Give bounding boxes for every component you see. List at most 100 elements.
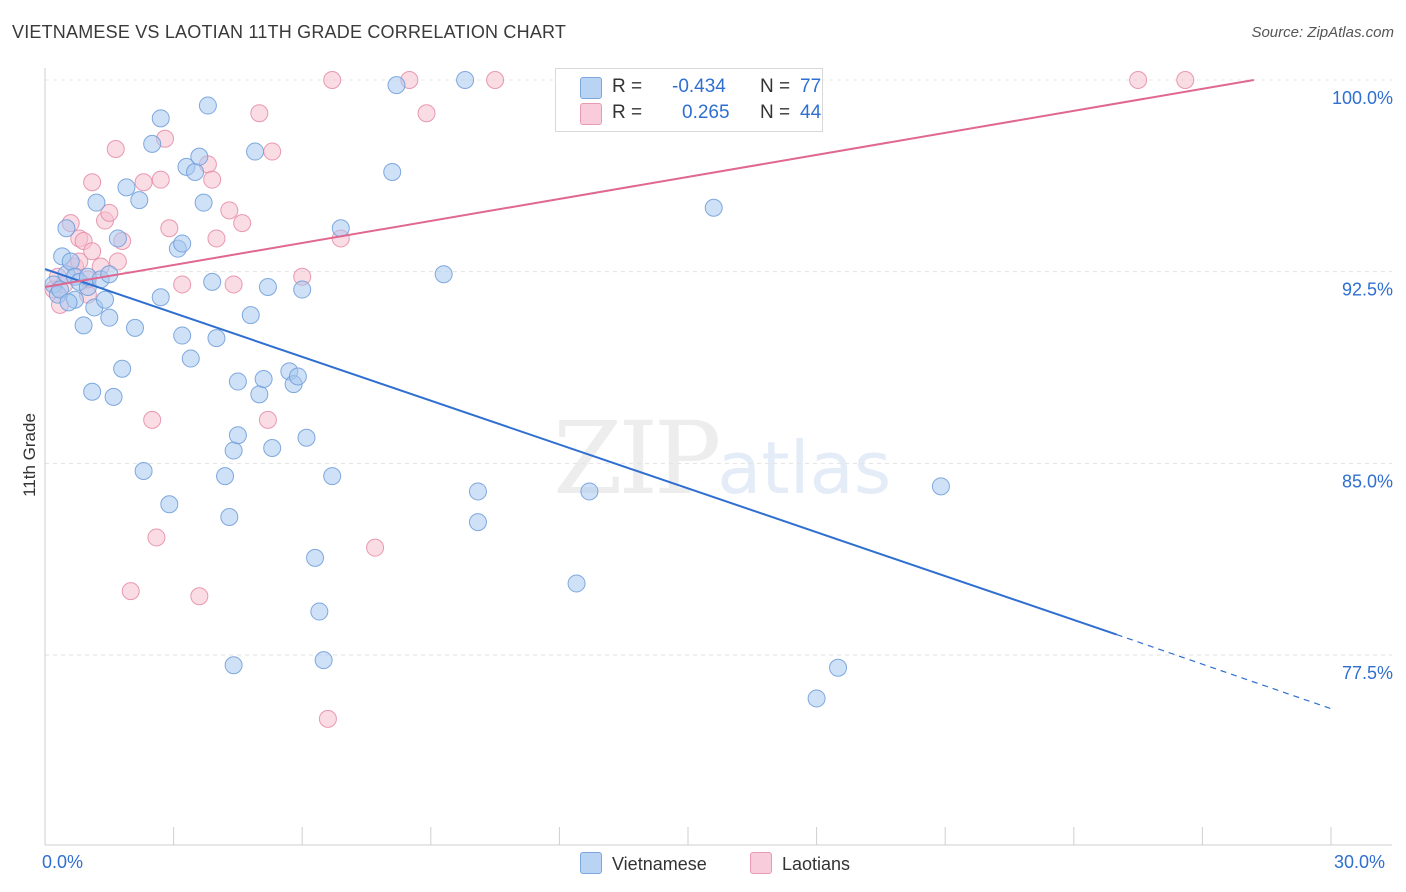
r-label: R = <box>612 76 643 97</box>
laotian-point <box>323 71 342 89</box>
laotian-point <box>121 582 140 601</box>
legend-label-laotians: Laotians <box>782 854 851 874</box>
laotian-point <box>190 587 209 606</box>
vietnamese-point <box>468 513 487 532</box>
vietnamese-point <box>387 76 406 95</box>
legend-item-vietnamese: Vietnamese <box>580 852 707 875</box>
vietnamese-point <box>61 252 80 271</box>
vietnamese-point <box>186 163 205 181</box>
vietnamese-point <box>194 193 213 212</box>
laotian-point <box>106 140 125 158</box>
vietnamese-point <box>323 467 342 486</box>
vietnamese-point <box>288 367 307 386</box>
vietnamese-point <box>331 219 350 238</box>
laotian-point <box>220 201 239 220</box>
vietnamese-point <box>254 370 273 388</box>
vietnamese-point <box>258 278 277 296</box>
n-label: N = <box>760 76 791 97</box>
vietnamese-point <box>160 495 179 514</box>
vietnamese-point <box>117 178 136 197</box>
n-value: 77 <box>800 76 822 97</box>
laotian-swatch <box>750 852 772 874</box>
n-label: N = <box>760 102 791 123</box>
watermark: ZIPatlas <box>553 400 891 517</box>
vietnamese-point <box>228 426 247 445</box>
laotian-point <box>207 229 226 248</box>
laotian-point <box>134 173 153 192</box>
laotian-point <box>258 410 277 429</box>
y-tick-label: 85.0% <box>1342 471 1393 491</box>
vietnamese-point <box>59 293 78 312</box>
vietnamese-trend-extension <box>1116 633 1332 710</box>
laotian-point <box>417 104 436 123</box>
x-tick-min: 0.0% <box>42 852 84 872</box>
laotian-trend-line <box>44 79 1255 288</box>
laotian-point <box>1176 71 1195 89</box>
vietnamese-point <box>108 229 127 248</box>
grid-lines <box>45 79 1392 656</box>
vietnamese-point <box>134 462 153 480</box>
laotian-point <box>1129 71 1148 89</box>
vietnamese-point <box>250 385 269 404</box>
chart-title: VIETNAMESE VS LAOTIAN 11TH GRADE CORRELA… <box>12 22 567 42</box>
vietnamese-point <box>216 467 235 486</box>
correlation-legend: R = -0.434 N = 77 R = 0.265 N = 44 <box>555 68 823 132</box>
vietnamese-point <box>314 651 333 670</box>
vietnamese-point <box>57 219 76 238</box>
laotian-point <box>100 203 119 222</box>
vietnamese-point <box>310 602 329 621</box>
vietnamese-point <box>263 439 282 457</box>
laotian-point <box>160 219 179 238</box>
legend-label-vietnamese: Vietnamese <box>612 854 707 874</box>
r-label: R = <box>612 102 643 123</box>
vietnamese-point <box>306 548 325 567</box>
y-tick-label: 92.5% <box>1342 280 1393 300</box>
laotian-point <box>263 142 282 161</box>
vietnamese-swatch <box>580 852 602 874</box>
axes <box>44 68 1392 846</box>
laotian-point <box>203 170 222 189</box>
watermark-atlas: atlas <box>717 426 892 510</box>
vietnamese-point <box>228 372 247 391</box>
trend-lines <box>44 79 1332 710</box>
vietnamese-point <box>173 326 192 345</box>
y-axis-label: 11th Grade <box>20 413 39 497</box>
watermark-zip: ZIP <box>553 400 721 517</box>
vietnamese-point <box>220 508 239 526</box>
vietnamese-point <box>74 316 93 335</box>
vietnamese-point <box>931 477 950 496</box>
vietnamese-point <box>151 288 170 307</box>
n-value: 44 <box>800 102 822 123</box>
vietnamese-point <box>224 656 243 675</box>
r-value: -0.434 <box>672 76 726 97</box>
vietnamese-point <box>96 290 115 309</box>
vietnamese-point <box>246 142 265 161</box>
laotian-point <box>151 170 170 189</box>
vietnamese-point <box>104 387 123 406</box>
vietnamese-point <box>130 191 149 210</box>
source-credit: Source: ZipAtlas.com <box>1251 24 1394 41</box>
vietnamese-point <box>207 329 226 348</box>
vietnamese-point <box>113 359 132 378</box>
laotian-point <box>224 275 243 294</box>
vietnamese-point <box>297 428 316 447</box>
vietnamese-point <box>198 96 217 115</box>
vietnamese-trend-line <box>44 268 1117 636</box>
x-tick-max: 30.0% <box>1334 852 1386 872</box>
vietnamese-point <box>434 265 453 284</box>
laotian-point <box>83 173 102 192</box>
vietnamese-point <box>190 147 209 166</box>
laotian-point <box>147 528 166 547</box>
vietnamese-point <box>293 280 312 299</box>
vietnamese-point <box>151 109 170 128</box>
vietnamese-point <box>456 71 475 89</box>
legend-item-laotians: Laotians <box>750 852 850 875</box>
vietnamese-swatch <box>580 77 602 99</box>
vietnamese-point <box>224 441 243 460</box>
vietnamese-point <box>383 163 402 181</box>
laotian-point <box>143 410 162 429</box>
data-points <box>44 71 1195 728</box>
laotian-point <box>318 709 337 728</box>
laotian-point <box>486 71 505 89</box>
laotian-point <box>233 214 252 233</box>
